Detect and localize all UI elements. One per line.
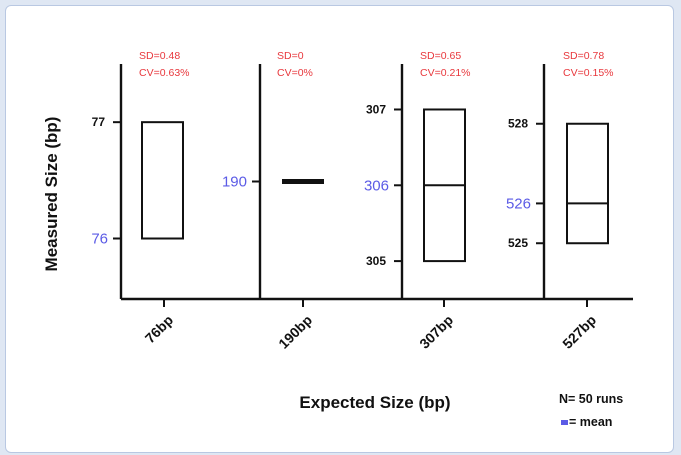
cv-label-3: CV=0.15% (563, 67, 614, 79)
legend-mean-swatch (561, 420, 568, 425)
y-tick-label-3-2: 525 (508, 236, 528, 250)
sample-count-note: N= 50 runs (559, 392, 623, 406)
chart-panels: 77 76 SD=0.48 CV=0.63% 76bp 190 SD=0 CV=0% 190bp… (91, 50, 613, 352)
x-category-label-3: 527bp (559, 312, 599, 352)
sd-label-3: SD=0.78 (563, 50, 604, 62)
sd-label-2: SD=0.65 (420, 50, 461, 62)
box-chart: 77 76 SD=0.48 CV=0.63% 76bp 190 SD=0 CV=0% 190bp… (42, 50, 633, 429)
sd-label-1: SD=0 (277, 50, 304, 62)
cv-label-1: CV=0% (277, 67, 313, 79)
legend-mean-label: = mean (569, 415, 612, 429)
chart-frame: 77 76 SD=0.48 CV=0.63% 76bp 190 SD=0 CV=0% 190bp… (5, 5, 674, 453)
sd-label-0: SD=0.48 (139, 50, 180, 62)
y-tick-label-2-0: 307 (366, 102, 386, 116)
box-3 (566, 122, 609, 245)
y-tick-label-3-0: 528 (508, 117, 528, 131)
y-tick-label-2-2: 305 (366, 254, 386, 268)
y-tick-label-0-1: 76 (91, 231, 108, 248)
box-0 (141, 121, 184, 240)
cv-label-0: CV=0.63% (139, 67, 190, 79)
y-axis-title: Measured Size (bp) (42, 117, 61, 272)
x-category-label-1: 190bp (275, 312, 315, 352)
x-category-label-0: 76bp (142, 312, 176, 346)
x-axis-title: Expected Size (bp) (299, 393, 450, 412)
cv-label-2: CV=0.21% (420, 67, 471, 79)
y-tick-label-2-1: 306 (364, 177, 389, 194)
x-category-label-2: 307bp (416, 312, 456, 352)
y-tick-label-1-0: 190 (222, 174, 247, 191)
y-tick-label-3-1: 526 (506, 195, 531, 212)
y-tick-label-0-0: 77 (92, 115, 106, 129)
